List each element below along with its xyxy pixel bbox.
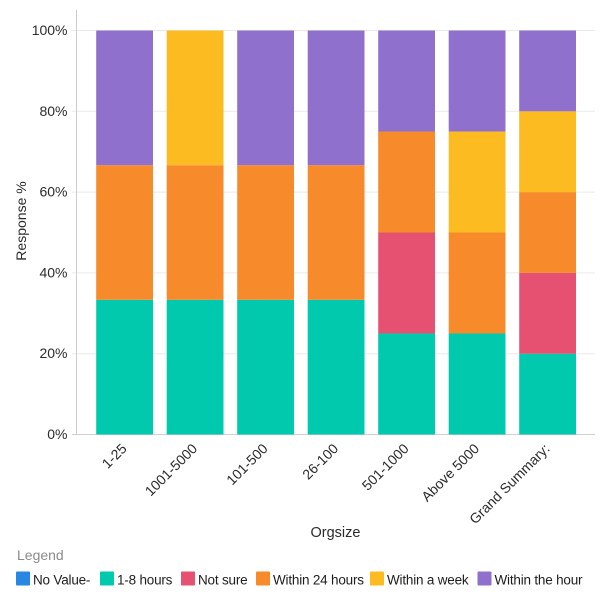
svg-text:60%: 60% bbox=[39, 184, 67, 200]
svg-text:No Value-: No Value- bbox=[33, 573, 90, 588]
svg-text:80%: 80% bbox=[39, 103, 67, 119]
svg-text:40%: 40% bbox=[39, 264, 67, 280]
svg-text:Orgsize: Orgsize bbox=[311, 525, 361, 541]
svg-text:Within the hour: Within the hour bbox=[495, 573, 583, 588]
svg-text:Response %: Response % bbox=[13, 181, 29, 260]
svg-text:100%: 100% bbox=[32, 22, 68, 38]
svg-text:1-8 hours: 1-8 hours bbox=[117, 573, 173, 588]
svg-text:Not sure: Not sure bbox=[198, 573, 247, 588]
svg-text:0%: 0% bbox=[47, 426, 67, 442]
svg-text:Within 24 hours: Within 24 hours bbox=[273, 573, 364, 588]
svg-text:Legend: Legend bbox=[17, 547, 64, 563]
svg-text:Within a week: Within a week bbox=[387, 573, 469, 588]
svg-text:20%: 20% bbox=[39, 345, 67, 361]
